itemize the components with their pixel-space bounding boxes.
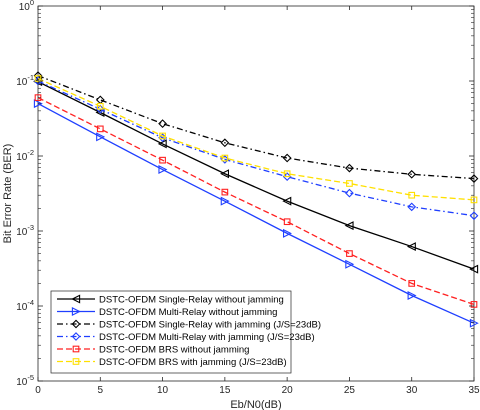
y-tick-exponent: -4 xyxy=(27,298,34,307)
legend-entry: DSTC-OFDM Multi-Relay with jamming (J/S=… xyxy=(57,332,315,343)
data-point xyxy=(221,188,229,196)
legend-swatch-marker xyxy=(71,332,81,341)
data-point xyxy=(345,259,355,269)
data-point xyxy=(408,191,416,199)
data-point xyxy=(158,165,168,175)
data-point xyxy=(407,202,417,212)
legend-label: DSTC-OFDM BRS with jamming (J/S=23dB) xyxy=(99,357,287,368)
y-tick-base: 10 xyxy=(16,302,28,313)
legend-swatch-marker xyxy=(71,294,81,304)
data-point xyxy=(220,196,230,206)
x-tick-label: 20 xyxy=(282,385,294,396)
data-point xyxy=(346,250,353,257)
y-tick-label: 10-4 xyxy=(16,298,34,313)
x-tick-label: 15 xyxy=(219,385,231,396)
y-tick-label: 10-5 xyxy=(16,373,34,388)
data-point xyxy=(283,218,291,226)
legend: DSTC-OFDM Single-Relay without jammingDS… xyxy=(50,290,321,374)
legend-entry: DSTC-OFDM BRS without jamming xyxy=(57,345,249,356)
y-tick-exponent: -3 xyxy=(27,223,34,232)
legend-label: DSTC-OFDM BRS without jamming xyxy=(99,345,249,356)
legend-label: DSTC-OFDM Single-Relay with jamming (J/S… xyxy=(99,320,321,331)
data-point xyxy=(33,71,43,80)
data-point xyxy=(220,169,230,179)
data-point xyxy=(282,228,292,238)
data-point xyxy=(406,242,416,252)
data-point xyxy=(33,99,43,109)
data-point xyxy=(283,170,291,178)
y-tick-label: 100 xyxy=(19,0,34,13)
x-tick-label: 5 xyxy=(98,385,104,396)
legend-swatch-marker xyxy=(72,358,80,365)
series-layer xyxy=(33,71,479,328)
x-axis-label: Eb/N0(dB) xyxy=(230,399,281,410)
data-point xyxy=(345,163,354,173)
data-point xyxy=(408,280,416,287)
x-tick-label: 25 xyxy=(344,385,356,396)
x-tick-label: 35 xyxy=(468,385,480,396)
series-line xyxy=(37,77,475,201)
data-point xyxy=(345,188,354,198)
series-2 xyxy=(33,99,479,328)
y-tick-base: 10 xyxy=(16,152,28,163)
data-point xyxy=(469,174,479,183)
x-tick-label: 30 xyxy=(406,385,418,396)
legend-label: DSTC-OFDM Multi-Relay with jamming (J/S=… xyxy=(99,332,315,343)
legend-swatch-marker xyxy=(72,345,80,353)
data-point xyxy=(407,169,417,179)
y-tick-base: 10 xyxy=(16,377,28,388)
series-line xyxy=(37,103,475,324)
data-point xyxy=(346,180,353,187)
series-line xyxy=(37,81,475,270)
y-tick-label: 10-1 xyxy=(16,73,34,88)
series-6 xyxy=(34,75,478,204)
legend-entry: DSTC-OFDM Single-Relay without jamming xyxy=(57,295,284,306)
legend-swatch-marker xyxy=(71,307,81,316)
data-point xyxy=(469,264,479,274)
data-point xyxy=(470,196,478,204)
data-point xyxy=(159,132,166,140)
data-point xyxy=(158,119,167,129)
data-point xyxy=(282,196,292,206)
y-axis-label: Bit Error Rate (BER) xyxy=(2,144,14,244)
data-point xyxy=(469,318,479,328)
legend-box xyxy=(50,290,292,374)
series-line xyxy=(37,80,475,217)
data-point xyxy=(344,221,354,231)
data-point xyxy=(470,301,478,308)
y-tick-exponent: -1 xyxy=(27,73,34,82)
y-tick-label: 10-2 xyxy=(16,148,34,163)
data-point xyxy=(221,154,229,162)
y-tick-exponent: -2 xyxy=(27,148,34,157)
data-point xyxy=(407,291,417,300)
y-tick-exponent: 0 xyxy=(30,0,34,7)
data-point xyxy=(96,125,104,133)
series-3 xyxy=(33,71,479,183)
y-tick-base: 10 xyxy=(16,77,28,88)
x-tick-label: 10 xyxy=(157,385,169,396)
data-point xyxy=(159,156,166,164)
y-tick-label: 10-3 xyxy=(16,223,34,238)
series-line xyxy=(37,97,475,306)
y-tick-base: 10 xyxy=(16,227,28,238)
legend-entry: DSTC-OFDM BRS with jamming (J/S=23dB) xyxy=(57,357,287,368)
data-point xyxy=(220,138,230,148)
legend-entry: DSTC-OFDM Single-Relay with jamming (J/S… xyxy=(57,320,321,331)
data-point xyxy=(95,108,105,118)
legend-label: DSTC-OFDM Single-Relay without jamming xyxy=(99,295,284,306)
data-point xyxy=(96,102,104,110)
legend-label: DSTC-OFDM Multi-Relay without jamming xyxy=(99,307,277,318)
y-tick-exponent: -5 xyxy=(27,373,34,382)
y-tick-base: 10 xyxy=(19,2,31,13)
legend-entry: DSTC-OFDM Multi-Relay without jamming xyxy=(57,307,277,318)
data-point xyxy=(96,132,106,142)
data-point xyxy=(469,211,479,221)
x-tick-label: 0 xyxy=(35,385,41,396)
legend-swatch-marker xyxy=(71,319,81,329)
series-line xyxy=(37,75,475,180)
data-point xyxy=(282,153,292,163)
